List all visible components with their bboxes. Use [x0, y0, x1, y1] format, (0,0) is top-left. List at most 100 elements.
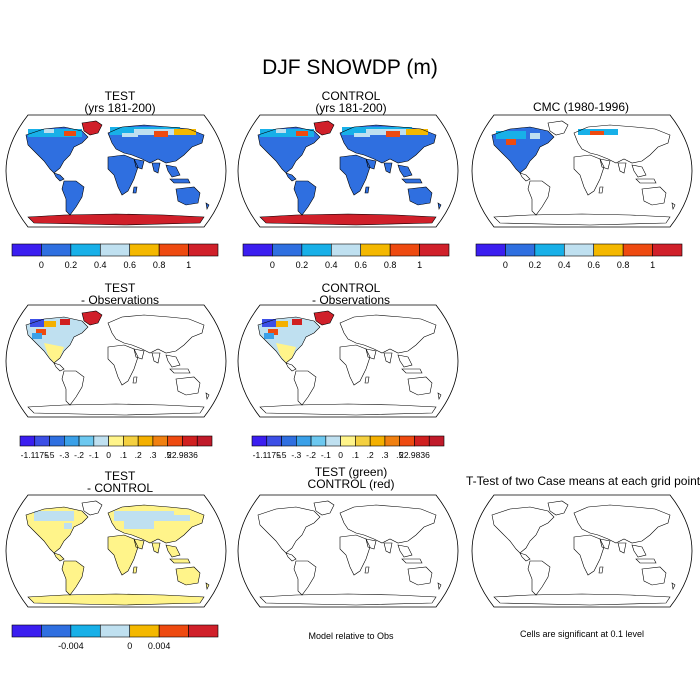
colorbar-tick-label: -.1 — [321, 450, 331, 460]
coastline-arabia — [365, 538, 377, 550]
colorbar-test-obs: -1.1175-.5 -.3 -.2 -.1 0 .1 .2 .3 .522.9836 — [19, 435, 213, 460]
colorbar-tick-label: 22.9836 — [167, 450, 198, 460]
colorbar-swatch — [152, 435, 168, 447]
colorbar-swatch — [281, 435, 297, 447]
colorbar-tick-label: 0 — [503, 260, 508, 270]
land-fill-camerica — [286, 173, 296, 181]
coastline-africa — [107, 344, 139, 386]
coastline-africa — [339, 534, 371, 576]
panel-title-line2: CONTROL (red) — [307, 477, 395, 491]
colorbar-swatch — [399, 435, 415, 447]
colorbar-tick-label: 0.6 — [587, 260, 600, 270]
coastline-nz — [437, 392, 442, 400]
coastline-camerica — [53, 362, 65, 372]
colorbar-tick-label: .1 — [352, 450, 359, 460]
colorbar-tick-label: -.5 — [277, 450, 287, 460]
coastline-australia — [175, 376, 201, 396]
coastline-africa — [339, 154, 371, 196]
colorbar-swatch — [389, 243, 420, 257]
colorbar-tick-label: .5 — [164, 450, 171, 460]
snow-cell — [154, 131, 168, 137]
colorbar-tick-label: 0 — [338, 450, 343, 460]
coastline-eurasia — [339, 314, 437, 354]
colorbar-swatch — [475, 243, 506, 257]
colorbar-swatch — [99, 624, 131, 638]
coastline-eurasia — [339, 504, 437, 544]
coastline-antarctica — [27, 213, 205, 226]
coastline-namerica — [491, 506, 555, 554]
colorbar-tick-label: -1.1175 — [253, 450, 281, 460]
colorbar-swatch — [340, 435, 356, 447]
coastline-seasia — [397, 164, 413, 178]
diff-cell — [124, 521, 154, 529]
panel-title-line2: - Observations — [311, 293, 391, 307]
coastline-greenland — [313, 500, 335, 516]
panel-title-control-obs: CONTROL - Observations — [241, 282, 461, 306]
colorbar-tick-label: .3 — [381, 450, 388, 460]
coastline-nz — [671, 582, 676, 590]
colorbar-swatch — [158, 624, 189, 638]
map-control — [237, 114, 459, 228]
coastline-australia — [407, 566, 433, 586]
map-control-obs — [237, 304, 459, 418]
note-model-relative: Model relative to Obs — [308, 631, 394, 641]
colorbar-tick-label: .2 — [367, 450, 374, 460]
colorbar-control: 0 0.2 0.4 0.6 0.8 1 — [242, 243, 450, 270]
colorbar-swatch — [325, 435, 341, 447]
coastline-seasia — [397, 354, 413, 368]
coastline-indonesia — [169, 178, 191, 184]
panel-title-green-red: TEST (green) CONTROL (red) — [241, 466, 461, 490]
coastline-nz — [437, 582, 442, 590]
colorbar-swatch — [129, 624, 160, 638]
coastline-nz — [437, 202, 442, 210]
colorbar-swatch — [137, 435, 154, 447]
coastline-india — [383, 542, 393, 554]
panel-title-line2: (yrs 181-200) — [315, 101, 387, 115]
snow-cell — [64, 131, 76, 136]
diff-cell — [262, 319, 276, 327]
land-fill-africa — [340, 155, 370, 195]
coastline-india — [151, 162, 161, 174]
colorbar-tick-label: 0.2 — [296, 260, 309, 270]
greenland-fill — [82, 311, 102, 325]
colorbar-swatch — [428, 435, 445, 447]
panel-title-test-obs: TEST - Observations — [10, 282, 230, 306]
colorbar-swatch — [355, 435, 371, 447]
coastline-namerica — [257, 126, 321, 174]
diff-cell — [30, 319, 44, 327]
diff-cell — [174, 515, 190, 521]
coastline-indonesia — [401, 178, 423, 184]
coastline-greenland — [81, 310, 103, 326]
coastline-eurasia — [573, 504, 671, 544]
coastline-antarctica — [259, 403, 437, 416]
colorbar-swatch — [188, 243, 219, 257]
land-fill-australia — [176, 567, 200, 585]
colorbar-tick-label: 0.8 — [384, 260, 397, 270]
coastline-greenland — [313, 310, 335, 326]
snow-cell — [122, 133, 138, 137]
snow-cell — [276, 129, 286, 133]
land-fill-namerica — [258, 127, 320, 173]
panel-title-line1: CONTROL — [321, 281, 381, 295]
coastline-arabia — [599, 158, 611, 170]
diff-cell — [36, 329, 46, 335]
coastline-indonesia — [169, 368, 191, 374]
panel-title-test-control: TEST - CONTROL — [10, 470, 230, 494]
coastline-madagascar — [598, 566, 604, 574]
coastline-africa — [573, 154, 605, 196]
colorbar-swatch — [419, 243, 450, 257]
colorbar-cmc: 0 0.2 0.4 0.6 0.8 1 — [475, 243, 683, 270]
greenland-fill — [82, 121, 102, 135]
coastline-arabia — [133, 538, 145, 550]
coastline-seasia — [165, 164, 181, 178]
colorbar-swatch — [123, 435, 139, 447]
colorbar-swatch — [310, 435, 327, 447]
land-fill-arabia — [134, 539, 144, 549]
coastline-seasia — [165, 544, 181, 558]
snow-cell — [406, 129, 428, 135]
diff-cell — [264, 333, 274, 339]
colorbar-tick-label: 0.6 — [123, 260, 136, 270]
land-fill-namerica — [258, 317, 320, 363]
snow-cell — [590, 131, 604, 135]
land-fill-antarctica — [28, 594, 204, 605]
